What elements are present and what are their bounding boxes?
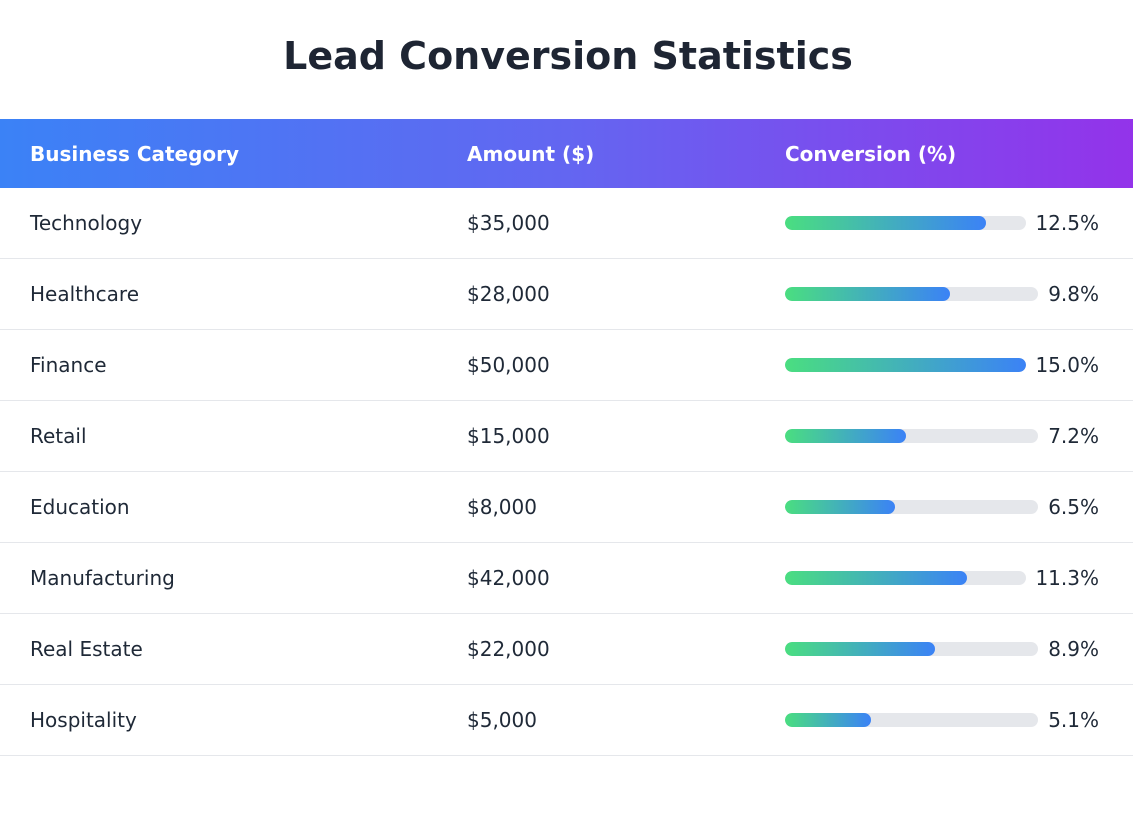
category-cell: Manufacturing (30, 566, 175, 590)
conversion-bar-fill (785, 287, 951, 301)
conversion-cell: 9.8% (785, 259, 1133, 329)
conversion-cell: 11.3% (785, 543, 1133, 613)
header-amount: Amount ($) (467, 141, 595, 166)
category-cell: Real Estate (30, 637, 143, 661)
conversion-bar-fill (785, 500, 895, 514)
chart-title: Lead Conversion Statistics (283, 34, 853, 78)
category-cell: Technology (30, 211, 143, 235)
header-conversion: Conversion (%) (785, 141, 957, 166)
category-cell: Education (30, 495, 130, 519)
conversion-bar-track (785, 216, 1026, 230)
conversion-cell: 7.2% (785, 401, 1133, 471)
table-row: Hospitality $5,000 5.1% (0, 685, 1133, 756)
amount-cell: $8,000 (467, 495, 537, 519)
table-body: Technology $35,000 12.5% Healthcare $28,000 9… (0, 188, 1133, 756)
conversion-bar-track (785, 713, 1038, 727)
category-cell: Hospitality (30, 708, 137, 732)
conversion-bar-track (785, 358, 1026, 372)
conversion-bar-track (785, 287, 1038, 301)
conversion-label: 11.3% (1035, 566, 1099, 590)
conversion-label: 7.2% (1048, 424, 1099, 448)
category-cell: Retail (30, 424, 87, 448)
conversion-bar-track (785, 429, 1038, 443)
conversion-label: 8.9% (1048, 637, 1099, 661)
conversion-bar-fill (785, 642, 936, 656)
conversion-table: Business Category Amount ($) Conversion … (0, 119, 1133, 756)
amount-cell: $42,000 (467, 566, 550, 590)
table-row: Education $8,000 6.5% (0, 472, 1133, 543)
table-row: Manufacturing $42,000 11.3% (0, 543, 1133, 614)
conversion-bar-fill (785, 216, 986, 230)
conversion-bar-fill (785, 358, 1026, 372)
amount-cell: $5,000 (467, 708, 537, 732)
conversion-label: 5.1% (1048, 708, 1099, 732)
amount-cell: $22,000 (467, 637, 550, 661)
conversion-cell: 12.5% (785, 188, 1133, 258)
conversion-label: 12.5% (1035, 211, 1099, 235)
conversion-bar-track (785, 642, 1038, 656)
amount-cell: $50,000 (467, 353, 550, 377)
amount-cell: $35,000 (467, 211, 550, 235)
conversion-label: 6.5% (1048, 495, 1099, 519)
conversion-cell: 8.9% (785, 614, 1133, 684)
amount-cell: $15,000 (467, 424, 550, 448)
table-row: Finance $50,000 15.0% (0, 330, 1133, 401)
conversion-bar-track (785, 571, 1026, 585)
conversion-bar-fill (785, 429, 907, 443)
conversion-bar-fill (785, 713, 872, 727)
table-row: Real Estate $22,000 8.9% (0, 614, 1133, 685)
header-business-category: Business Category (30, 141, 240, 166)
conversion-cell: 5.1% (785, 685, 1133, 755)
table-row: Technology $35,000 12.5% (0, 188, 1133, 259)
table-header: Business Category Amount ($) Conversion … (0, 119, 1133, 188)
conversion-label: 15.0% (1035, 353, 1099, 377)
conversion-bar-track (785, 500, 1038, 514)
conversion-cell: 15.0% (785, 330, 1133, 400)
amount-cell: $28,000 (467, 282, 550, 306)
conversion-cell: 6.5% (785, 472, 1133, 542)
conversion-label: 9.8% (1048, 282, 1099, 306)
table-row: Healthcare $28,000 9.8% (0, 259, 1133, 330)
conversion-bar-fill (785, 571, 967, 585)
table-row: Retail $15,000 7.2% (0, 401, 1133, 472)
category-cell: Healthcare (30, 282, 140, 306)
category-cell: Finance (30, 353, 107, 377)
